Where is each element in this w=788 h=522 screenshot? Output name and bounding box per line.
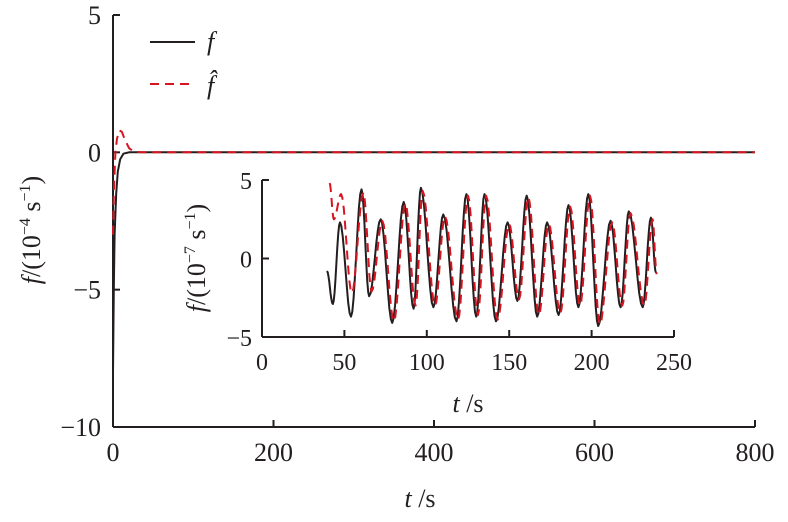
x-tick-label: 600 [575,438,614,467]
legend-label-f: f [207,27,218,56]
x-tick-label: 250 [656,350,692,376]
y-tick-label: 0 [240,248,252,274]
x-tick-label: 150 [491,350,527,376]
x-tick-label: 400 [415,438,454,467]
series-line-f [112,151,755,373]
inset-xlabel: t /s [452,389,483,418]
legend: f f̂ [150,27,218,100]
y-tick-label: −5 [73,276,101,305]
y-tick-label: 5 [88,1,101,30]
series-line-fhat [328,182,658,326]
y-tick-label: 5 [240,169,252,195]
y-tick-label: −5 [226,326,252,352]
x-tick-label: 50 [332,350,356,376]
x-tick-label: 200 [574,350,610,376]
x-tick-label: 200 [254,438,293,467]
x-tick-label: 0 [256,350,268,376]
x-tick-label: 100 [409,350,445,376]
main-ylabel: f/(10−4 s−1) [17,176,46,284]
series-line-f [326,186,657,327]
y-tick-label: −10 [60,413,101,442]
series-line-fhat [112,129,755,235]
inset-ylabel: f/(10−7 s−1) [182,204,211,312]
x-tick-label: 0 [107,438,120,467]
y-tick-label: 0 [88,138,101,167]
x-tick-label: 800 [736,438,775,467]
legend-label-fhat: f̂ [207,71,218,100]
main-xlabel: t /s [404,484,435,513]
